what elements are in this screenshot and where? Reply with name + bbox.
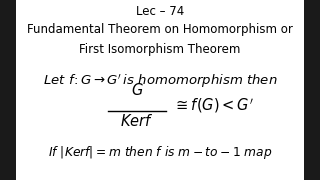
Text: Fundamental Theorem on Homomorphism or: Fundamental Theorem on Homomorphism or — [27, 23, 293, 36]
Text: $\mathit{If}\ |\mathit{Kerf}| = \mathit{m}\ \mathit{then}\ \mathit{f}\ \mathit{i: $\mathit{If}\ |\mathit{Kerf}| = \mathit{… — [48, 144, 272, 161]
Text: First Isomorphism Theorem: First Isomorphism Theorem — [79, 43, 241, 56]
Text: $\mathit{Let}\ \mathit{f}\!: \mathit{G} \rightarrow \mathit{G'}\,\mathit{is\ hom: $\mathit{Let}\ \mathit{f}\!: \mathit{G} … — [43, 72, 277, 89]
Text: $\mathit{Kerf}$: $\mathit{Kerf}$ — [120, 113, 154, 129]
Text: $\mathit{G}$: $\mathit{G}$ — [131, 82, 143, 98]
Text: Lec – 74: Lec – 74 — [136, 5, 184, 18]
Text: $\cong \mathit{f}(\mathit{G}) < \mathit{G'}$: $\cong \mathit{f}(\mathit{G}) < \mathit{… — [173, 96, 254, 115]
